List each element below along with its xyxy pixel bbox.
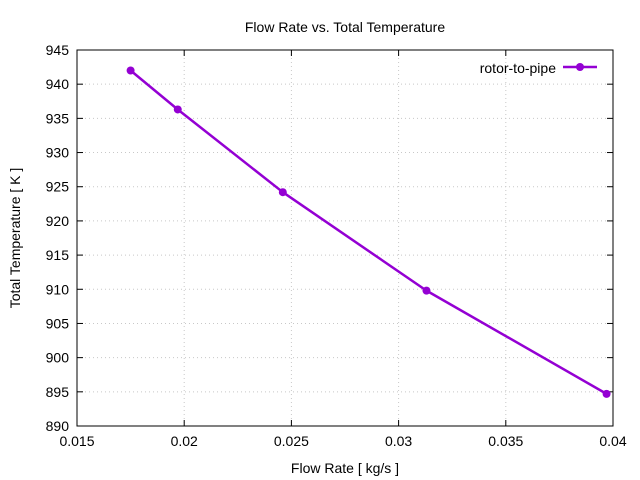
x-tick-label: 0.025 [274,433,309,449]
series-line [129,69,608,395]
data-point [422,286,431,295]
y-tick-label: 925 [46,179,70,195]
data-point [173,105,182,114]
y-tick-label: 945 [46,42,70,58]
data-point [126,66,135,75]
ticks: 0.015 0.02 0.025 0.03 0.035 0.04 890 895 900 905 9… [46,42,627,449]
x-tick-label: 0.015 [59,433,94,449]
y-tick-label: 920 [46,213,70,229]
grid [77,50,613,426]
y-tick-label: 935 [46,110,70,126]
series-layer [126,66,611,398]
y-tick-label: 910 [46,281,70,297]
x-tick-label: 0.04 [599,433,626,449]
y-axis-label: Total Temperature [ K ] [7,168,23,309]
y-tick-label: 890 [46,418,70,434]
plot-frame [76,49,614,427]
y-tick-label: 895 [46,384,70,400]
x-tick-label: 0.03 [385,433,412,449]
legend-label: rotor-to-pipe [480,60,556,76]
y-tick-label: 900 [46,350,70,366]
x-tick-label: 0.035 [488,433,523,449]
x-axis-label: Flow Rate [ kg/s ] [291,460,399,476]
x-tick-label: 0.02 [171,433,198,449]
chart-title: Flow Rate vs. Total Temperature [245,19,445,35]
data-point [602,389,611,398]
data-point [278,188,287,197]
y-tick-label: 930 [46,145,70,161]
legend: rotor-to-pipe [480,60,597,76]
legend-marker [576,63,584,71]
y-tick-label: 905 [46,315,70,331]
y-tick-label: 940 [46,76,70,92]
y-tick-label: 915 [46,247,70,263]
